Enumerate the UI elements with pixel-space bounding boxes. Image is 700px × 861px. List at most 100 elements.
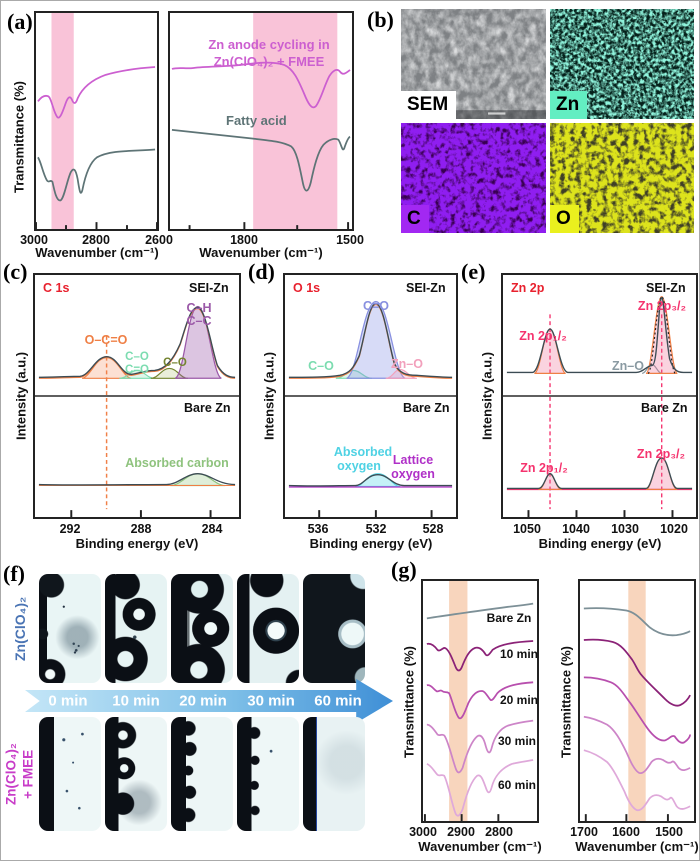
curve-60min: [583, 749, 691, 812]
panel-f-label: (f): [3, 561, 25, 586]
curve-10min: [426, 640, 534, 672]
panel-d-label: (d): [248, 259, 275, 284]
panel-a-right-chart: [168, 11, 354, 231]
c1s-title: C 1s: [43, 281, 70, 295]
p32-component-bottom: [645, 457, 678, 490]
zn-chip: Zn: [550, 91, 588, 119]
f-bottom-tile-60min: [303, 717, 365, 831]
panel-a-left-chart: [34, 11, 159, 231]
o-chip: O: [550, 205, 579, 233]
f-top-tile-60min: [303, 574, 365, 683]
absorbed-carbon-label: Absorbed carbon: [125, 456, 229, 470]
bare-zn-tag: Bare Zn: [641, 401, 688, 415]
c-tick-288: 288: [130, 522, 152, 536]
fmee-curve: [171, 61, 351, 109]
fit-envelope: [288, 303, 453, 379]
d-tick-532: 532: [365, 522, 387, 536]
p32-peak-label-bottom: Zn 2p₃/₂: [636, 447, 686, 461]
data-curve-bottom: [288, 474, 453, 487]
data-curve-top: [506, 296, 693, 374]
panel-g-left-plot: [423, 581, 534, 821]
x-tick-marks: [423, 814, 500, 821]
p12-peak-label-top: Zn 2p₁/₂: [519, 329, 567, 343]
fatty-acid-curve: [37, 148, 156, 202]
a-left-xlabel: Wavenumber (cm⁻¹): [35, 245, 159, 260]
x-tick-marks: [527, 510, 674, 517]
highlight-band: [51, 13, 74, 229]
panel-c-chart: [33, 273, 241, 519]
ch-peak-label: C–H: [186, 301, 212, 315]
data-curve-bottom: [506, 457, 693, 490]
g-left-ylabel: Transmittance (%): [401, 646, 417, 758]
a-right-tick-1800: 1800: [230, 233, 258, 247]
sei-zn-tag: SEI-Zn: [646, 281, 686, 295]
e-xlabel: Binding energy (eV): [538, 536, 662, 551]
co-peak-label: C–O: [308, 359, 334, 373]
curve-20min: [426, 681, 534, 720]
sem-chip: SEM: [401, 91, 457, 119]
absorbed-oxygen-label-2: oxygen: [337, 459, 381, 473]
panel-e-ylabel: Intensity (a.u.): [479, 351, 495, 441]
f-top-tile-30min: [237, 574, 299, 683]
g-right-tick-1600: 1600: [612, 825, 640, 839]
panel-a-label: (a): [7, 9, 33, 34]
g-curve-label-10min: 10 min: [499, 647, 539, 661]
c-xlabel: Binding energy (eV): [75, 536, 199, 551]
lattice-oxygen-label-2: oxygen: [391, 467, 435, 481]
x-tick-marks: [36, 222, 157, 229]
e-tick-1040: 1040: [562, 522, 590, 536]
panel-d-ylabel: Intensity (a.u.): [261, 351, 277, 441]
bare-zn-curve: [583, 607, 691, 637]
cc-peak-label: C–C: [186, 314, 212, 328]
co-component: [150, 367, 189, 379]
data-curve-top: [288, 302, 453, 378]
curve-30min: [426, 719, 534, 774]
panel-d-chart: [283, 273, 458, 519]
ceqo-component: [346, 300, 406, 379]
fmee-curve-label-line1: Zn anode cycling in: [208, 37, 330, 52]
curve-30min: [583, 715, 691, 775]
g-right-tick-1700: 1700: [570, 825, 598, 839]
panel-g-right-chart: [578, 579, 696, 823]
curve-20min: [583, 676, 692, 744]
g-left-tick-2800: 2800: [485, 825, 513, 839]
x-tick-marks: [584, 814, 669, 821]
highlight-band: [253, 13, 338, 229]
ceqo-peak-label: C=O: [362, 299, 390, 313]
panel-e-plot: [503, 296, 696, 517]
a-right-xlabel: Wavenumber (cm⁻¹): [199, 245, 323, 260]
o-map-image: O: [550, 123, 694, 233]
d-tick-536: 536: [307, 522, 329, 536]
panel-c-label: (c): [3, 259, 28, 284]
panel-c-ylabel: Intensity (a.u.): [13, 351, 29, 441]
fatty-acid-label: Fatty acid: [226, 113, 287, 128]
g-right-ylabel: Transmittance (%): [558, 646, 574, 758]
time-label-30min: 30 min: [247, 692, 295, 710]
d-xlabel: Binding energy (eV): [309, 536, 433, 551]
sei-zn-tag: SEI-Zn: [406, 281, 446, 295]
f-row2-label-line1: Zn(ClO₄)₂: [3, 743, 19, 805]
panel-a-left-plot: [36, 13, 157, 229]
panel-c-plot: [35, 305, 239, 517]
f-row1-label: Zn(ClO₄)₂: [12, 596, 28, 662]
panel-d-plot: [285, 300, 456, 517]
zno-peak-label: Zn–O: [391, 357, 423, 371]
c-map-texture: [401, 123, 546, 233]
ch-cc-component: [174, 305, 222, 379]
g-right-tick-1500: 1500: [655, 825, 683, 839]
absorbed-oxygen-label-1: Absorbed: [333, 445, 393, 459]
sei-zn-tag: SEI-Zn: [189, 281, 229, 295]
zno-component: [641, 363, 662, 374]
panel-b-label: (b): [367, 7, 394, 32]
o1s-title: O 1s: [293, 281, 321, 295]
c-tick-284: 284: [201, 522, 223, 536]
bare-zn-tag: Bare Zn: [184, 401, 231, 415]
time-label-0min: 0 min: [48, 692, 88, 710]
c-tick-292: 292: [59, 522, 81, 536]
time-label-10min: 10 min: [112, 692, 160, 710]
zn2p-title: Zn 2p: [511, 281, 545, 295]
g-curve-label-60min: 60 min: [497, 778, 537, 792]
curve-60min: [426, 759, 534, 817]
g-curve-label-bare-zn: Bare Zn: [486, 611, 532, 625]
